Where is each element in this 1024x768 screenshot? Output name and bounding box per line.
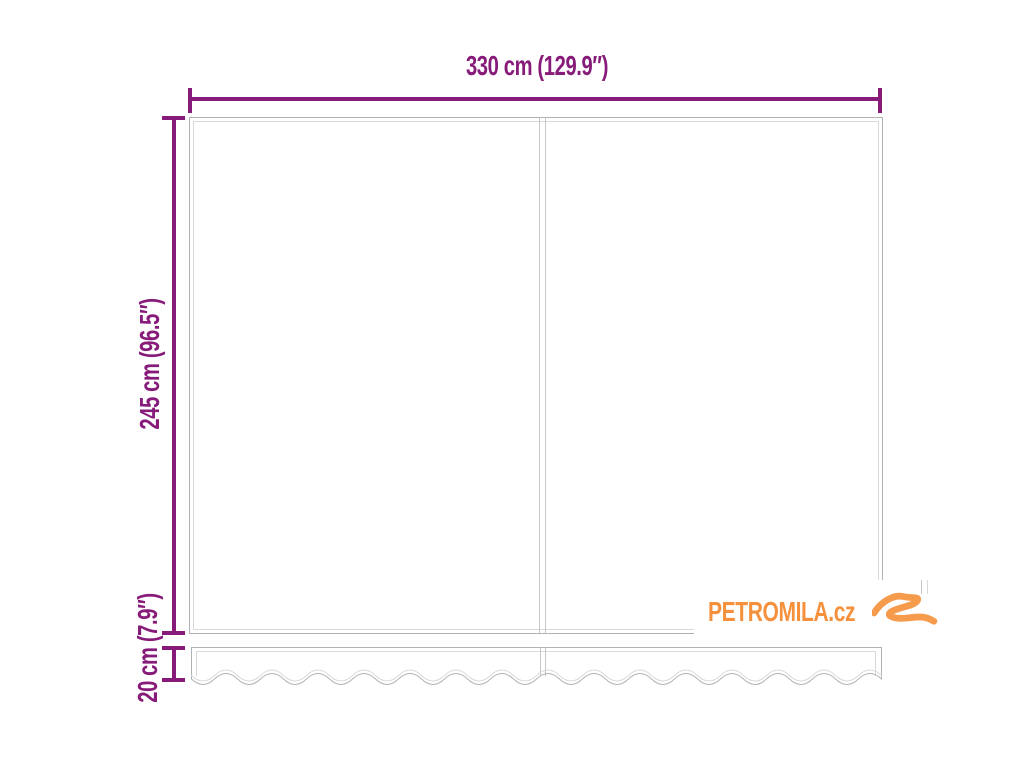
height-dimension-label: 245 cm (96.5″) [134, 298, 165, 430]
width-dimension-label: 330 cm (129.9″) [465, 50, 609, 81]
width-dimension-tick-right [878, 88, 882, 113]
height-dimension-tick-bottom [162, 631, 185, 635]
valance-dimension-line [172, 647, 176, 681]
brand-logo-text: PETROMILA.cz [708, 596, 856, 627]
awning-fabric-panel [189, 117, 883, 634]
valance-panel [191, 647, 882, 685]
valance-dimension-tick-top [162, 646, 185, 650]
logo-artifact-mark [921, 580, 928, 594]
height-dimension-tick-top [162, 116, 185, 120]
height-dimension-line [172, 117, 176, 634]
brand-logo: PETROMILA.cz [694, 580, 938, 644]
fabric-inner-outline [193, 121, 879, 630]
valance-dimension-label: 20 cm (7.9″) [132, 593, 163, 703]
width-dimension-line [190, 97, 881, 101]
fabric-center-seam [539, 118, 546, 633]
width-dimension-tick-left [188, 88, 192, 113]
valance-dimension-tick-bottom [162, 678, 185, 682]
brand-squiggle-icon [872, 592, 938, 625]
valance-wave-edge [191, 673, 882, 685]
